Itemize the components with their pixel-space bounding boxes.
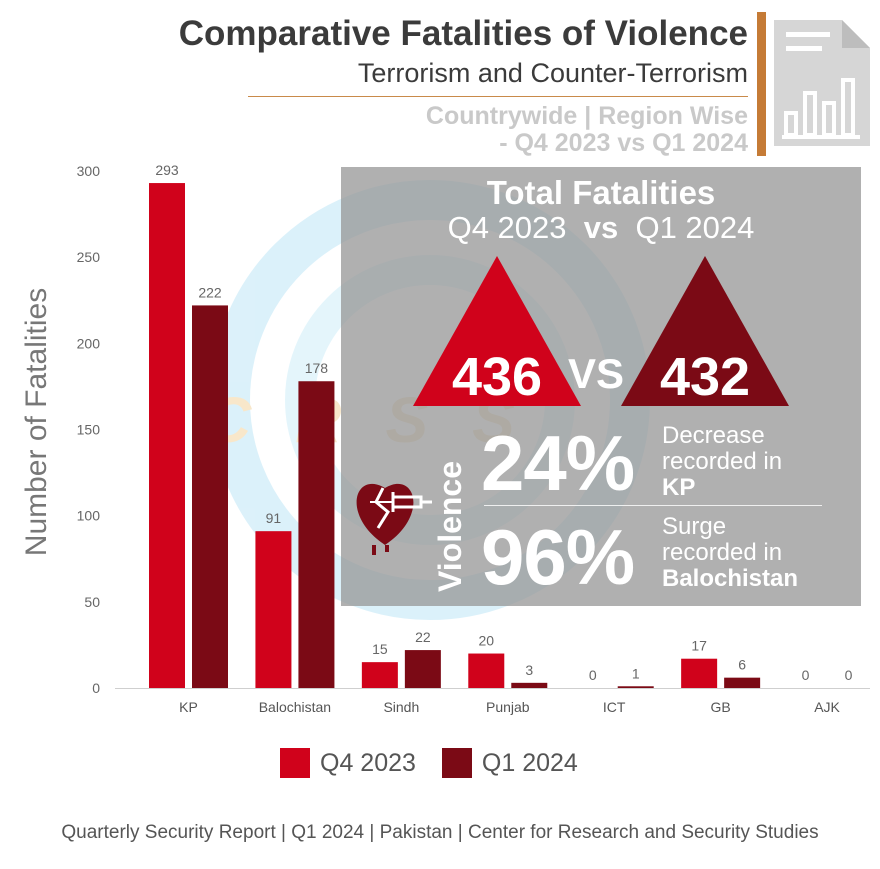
title-divider <box>248 96 748 97</box>
document-chart-icon <box>774 20 870 146</box>
bar-kp-q1 <box>192 305 228 688</box>
y-axis-label: Number of Fatalities <box>20 288 53 556</box>
data-label: 17 <box>691 638 707 654</box>
broken-heart-syringe-icon <box>356 483 432 555</box>
y-tick-label: 50 <box>84 594 100 610</box>
summary-periods: Q4 2023 vs Q1 2024 <box>341 210 861 246</box>
y-tick-label: 200 <box>77 335 101 351</box>
y-tick-label: 0 <box>92 680 100 696</box>
y-tick-label: 250 <box>77 249 101 265</box>
violence-label: Violence <box>432 461 468 592</box>
data-label: 22 <box>415 629 431 645</box>
x-tick-label: Punjab <box>486 699 530 715</box>
page-subtitle: Terrorism and Counter-Terrorism <box>357 58 748 88</box>
legend-label-q1: Q1 2024 <box>481 748 578 777</box>
x-tick-label: ICT <box>603 699 626 715</box>
bar-punjab-q1 <box>511 682 548 688</box>
data-label: 0 <box>589 667 597 683</box>
bar-balochistan-q4 <box>255 531 292 688</box>
bar-ict-q1 <box>617 686 654 688</box>
legend-item-q1: Q1 2024 <box>441 748 578 778</box>
right-period: Q1 2024 <box>635 210 755 245</box>
accent-bar <box>757 12 766 156</box>
bar-punjab-q4 <box>468 653 505 688</box>
x-tick-label: AJK <box>814 699 840 715</box>
bar-sindh-q4 <box>361 662 398 688</box>
bar-balochistan-q1 <box>298 381 335 688</box>
q1-total-value: 432 <box>659 347 751 407</box>
q4-total-triangle <box>413 256 581 406</box>
data-label: 3 <box>525 662 533 678</box>
bar-gb-q4 <box>681 658 718 688</box>
balochistan-surge-text: Surge recorded in Balochistan <box>662 513 799 592</box>
x-tick-label: GB <box>711 699 731 715</box>
data-label: 1 <box>632 665 640 681</box>
q4-total-value: 436 <box>451 347 543 407</box>
summary-title: Total Fatalities <box>486 174 716 211</box>
page-title: Comparative Fatalities of Violence <box>178 14 748 53</box>
left-period: Q4 2023 <box>447 210 567 245</box>
scope-line-2: - Q4 2023 vs Q1 2024 <box>499 129 748 157</box>
y-tick-label: 300 <box>77 163 101 179</box>
balochistan-surge-percent: 96% <box>481 513 635 601</box>
x-tick-label: KP <box>179 699 198 715</box>
kp-decrease-percent: 24% <box>481 419 635 507</box>
data-label: 6 <box>738 657 746 673</box>
legend-swatch-q4 <box>280 748 310 778</box>
periods-vs: vs <box>583 210 619 245</box>
y-tick-label: 150 <box>77 422 101 438</box>
totals-vs: VS <box>568 350 625 397</box>
bar-gb-q1 <box>724 677 761 688</box>
chart-legend: Q4 2023 Q1 2024 <box>280 748 604 778</box>
data-label: 0 <box>845 667 853 683</box>
q1-total-triangle <box>621 256 789 406</box>
x-tick-label: Balochistan <box>259 699 331 715</box>
legend-swatch-q1 <box>441 748 472 778</box>
x-tick-label: Sindh <box>383 699 419 715</box>
data-label: 20 <box>478 633 494 649</box>
data-label: 0 <box>802 667 810 683</box>
legend-item-q4: Q4 2023 <box>280 748 416 778</box>
data-label: 293 <box>155 162 179 178</box>
data-label: 91 <box>266 510 282 526</box>
data-label: 178 <box>305 360 329 376</box>
kp-decrease-text: Decrease recorded in KP <box>662 422 783 501</box>
scope-line-1: Countrywide | Region Wise <box>425 102 748 130</box>
legend-label-q4: Q4 2023 <box>320 748 416 777</box>
stats-divider <box>484 505 822 506</box>
data-label: 222 <box>198 284 222 300</box>
y-tick-label: 100 <box>77 508 101 524</box>
data-label: 15 <box>372 641 388 657</box>
svg-text:Violence: Violence <box>432 461 468 592</box>
bar-sindh-q1 <box>404 650 441 688</box>
footer-credit: Quarterly Security Report | Q1 2024 | Pa… <box>61 822 819 843</box>
bar-kp-q4 <box>149 183 185 688</box>
